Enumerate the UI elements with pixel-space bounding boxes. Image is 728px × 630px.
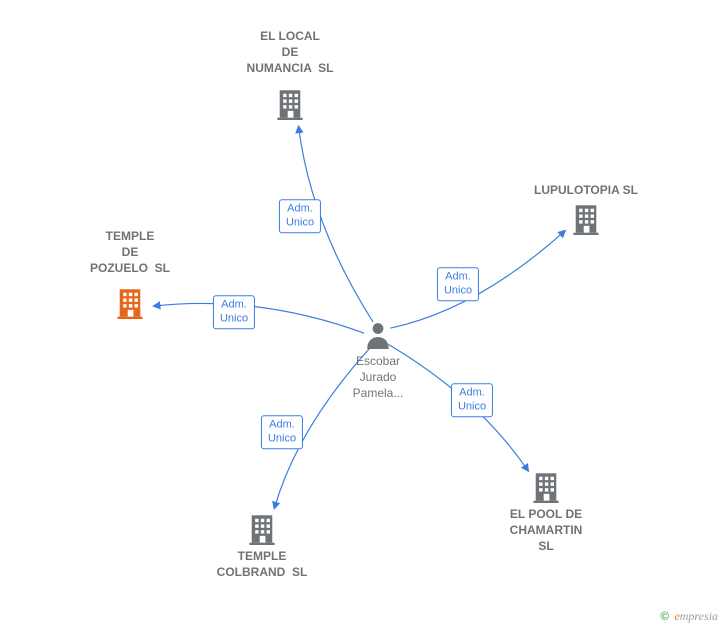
- footer-brand: © empresia: [660, 609, 718, 624]
- brand-rest: mpresia: [680, 609, 718, 623]
- relationship-edge: [154, 303, 364, 333]
- company-node-label: EL LOCAL DE NUMANCIA SL: [247, 28, 334, 77]
- edge-label: Adm. Unico: [437, 267, 479, 301]
- edge-label: Adm. Unico: [213, 295, 255, 329]
- center-node-label: Escobar Jurado Pamela...: [353, 353, 404, 402]
- person-icon: [365, 321, 391, 349]
- building-icon: [572, 203, 600, 235]
- company-node-label: TEMPLE DE POZUELO SL: [90, 228, 170, 277]
- diagram-edges-layer: [0, 0, 728, 630]
- edge-label: Adm. Unico: [279, 199, 321, 233]
- building-icon: [248, 513, 276, 545]
- building-icon: [116, 287, 144, 319]
- edge-label: Adm. Unico: [261, 415, 303, 449]
- copyright-symbol: ©: [660, 609, 669, 623]
- building-icon: [276, 88, 304, 120]
- building-icon: [532, 471, 560, 503]
- company-node-label: LUPULOTOPIA SL: [534, 182, 638, 198]
- company-node-label: EL POOL DE CHAMARTIN SL: [510, 506, 583, 555]
- company-node-label: TEMPLE COLBRAND SL: [217, 548, 308, 580]
- edge-label: Adm. Unico: [451, 383, 493, 417]
